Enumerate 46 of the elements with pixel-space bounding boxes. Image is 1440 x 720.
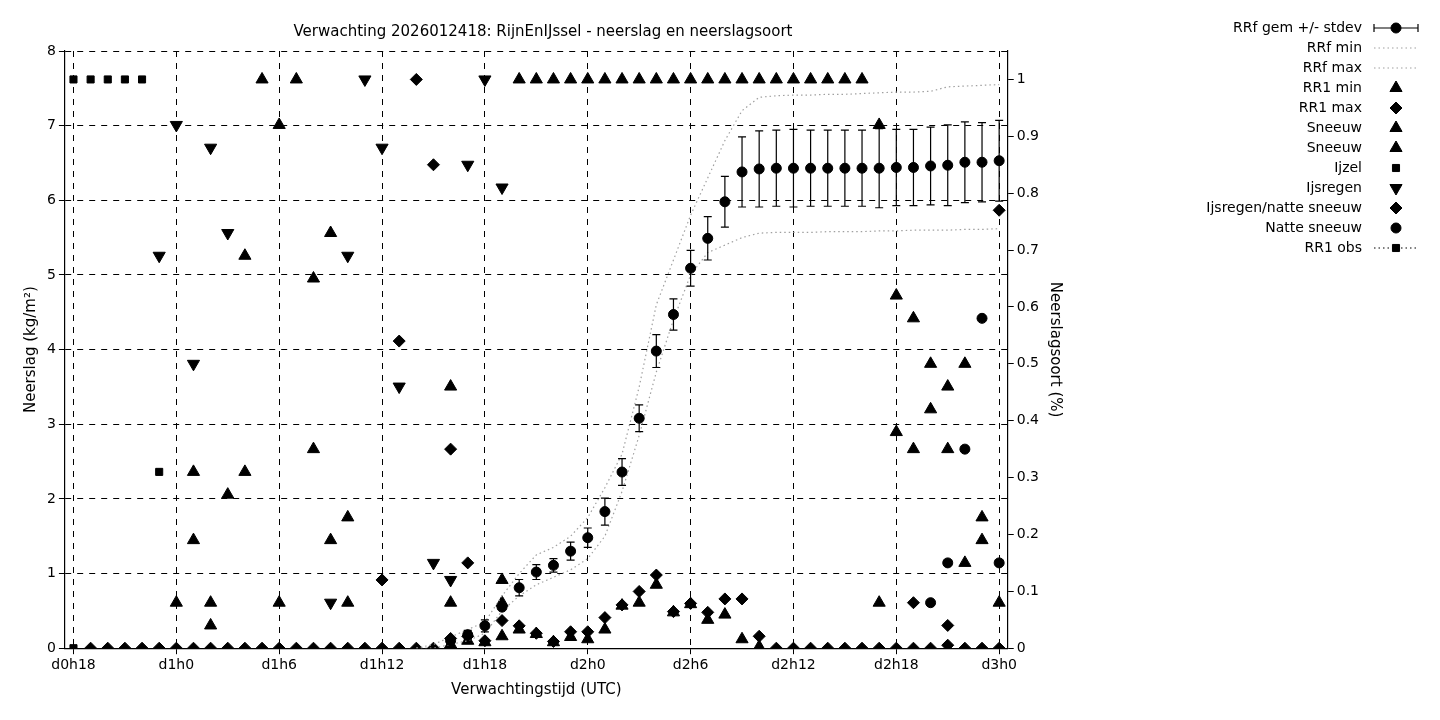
y2-tick-label: 0.8 [1016, 183, 1039, 200]
x-tick-label: d1h6 [261, 656, 298, 673]
x-tick-label: d2h6 [672, 656, 709, 673]
y2-tick-label: 1 [1016, 70, 1026, 87]
y-tick-label: 1 [46, 564, 56, 581]
y-tick-label: 8 [46, 41, 56, 58]
x-tick-label: d1h12 [359, 656, 405, 673]
y-tick-label: 2 [46, 489, 56, 506]
y2-tick-label: 0.3 [1016, 468, 1039, 485]
y-tick-label: 6 [46, 190, 56, 207]
x-tick-label: d0h18 [51, 656, 96, 673]
y2-tick-label: 0.7 [1016, 240, 1039, 257]
legend-label: Ijsregen/natte sneeuw [1206, 198, 1362, 215]
y2-tick-label: 0.2 [1016, 525, 1039, 542]
legend-label: Sneeuw [1306, 138, 1362, 155]
legend-label: RRf gem +/- stdev [1233, 18, 1362, 35]
legend-label: Ijsregen [1306, 178, 1362, 195]
y2-tick-label: 0.4 [1016, 411, 1040, 428]
legend-label: RRf max [1302, 58, 1362, 75]
x-tick-label: d2h12 [771, 656, 816, 673]
y2-tick-label: 0.5 [1016, 354, 1039, 371]
y-tick-label: 3 [46, 414, 56, 431]
legend-label: Sneeuw [1306, 118, 1362, 135]
x-tick-label: d3h0 [981, 656, 1017, 673]
x-tick-label: d2h0 [569, 656, 606, 673]
y2-tick-label: 0.6 [1016, 297, 1040, 314]
legend-label: RR1 obs [1304, 238, 1362, 255]
x-tick-label: d1h0 [158, 656, 195, 673]
y2-axis-title: Neerslagsoort (%) [1047, 281, 1066, 418]
chart-title: Verwachting 2026012418: RijnEnIJssel - neerslag en neerslagsoort [293, 21, 793, 40]
y2-tick-label: 0 [1016, 638, 1026, 655]
y-tick-label: 0 [46, 638, 56, 655]
x-tick-label: d1h18 [462, 656, 508, 673]
legend-label: RR1 max [1298, 98, 1362, 115]
x-axis-title: Verwachtingstijd (UTC) [451, 679, 622, 698]
y-tick-label: 7 [46, 116, 56, 133]
y-tick-label: 5 [46, 265, 56, 282]
y2-tick-label: 0.1 [1016, 581, 1039, 598]
legend-label: RR1 min [1302, 78, 1362, 95]
y-axis-title: Neerslag (kg/m²) [20, 286, 39, 414]
x-tick-label: d2h18 [874, 656, 919, 673]
legend-label: RRf min [1306, 38, 1362, 55]
legend-label: Natte sneeuw [1265, 218, 1362, 235]
legend-label: Ijzel [1334, 158, 1362, 175]
y2-tick-label: 0.9 [1016, 126, 1039, 143]
y-tick-label: 4 [46, 340, 56, 357]
